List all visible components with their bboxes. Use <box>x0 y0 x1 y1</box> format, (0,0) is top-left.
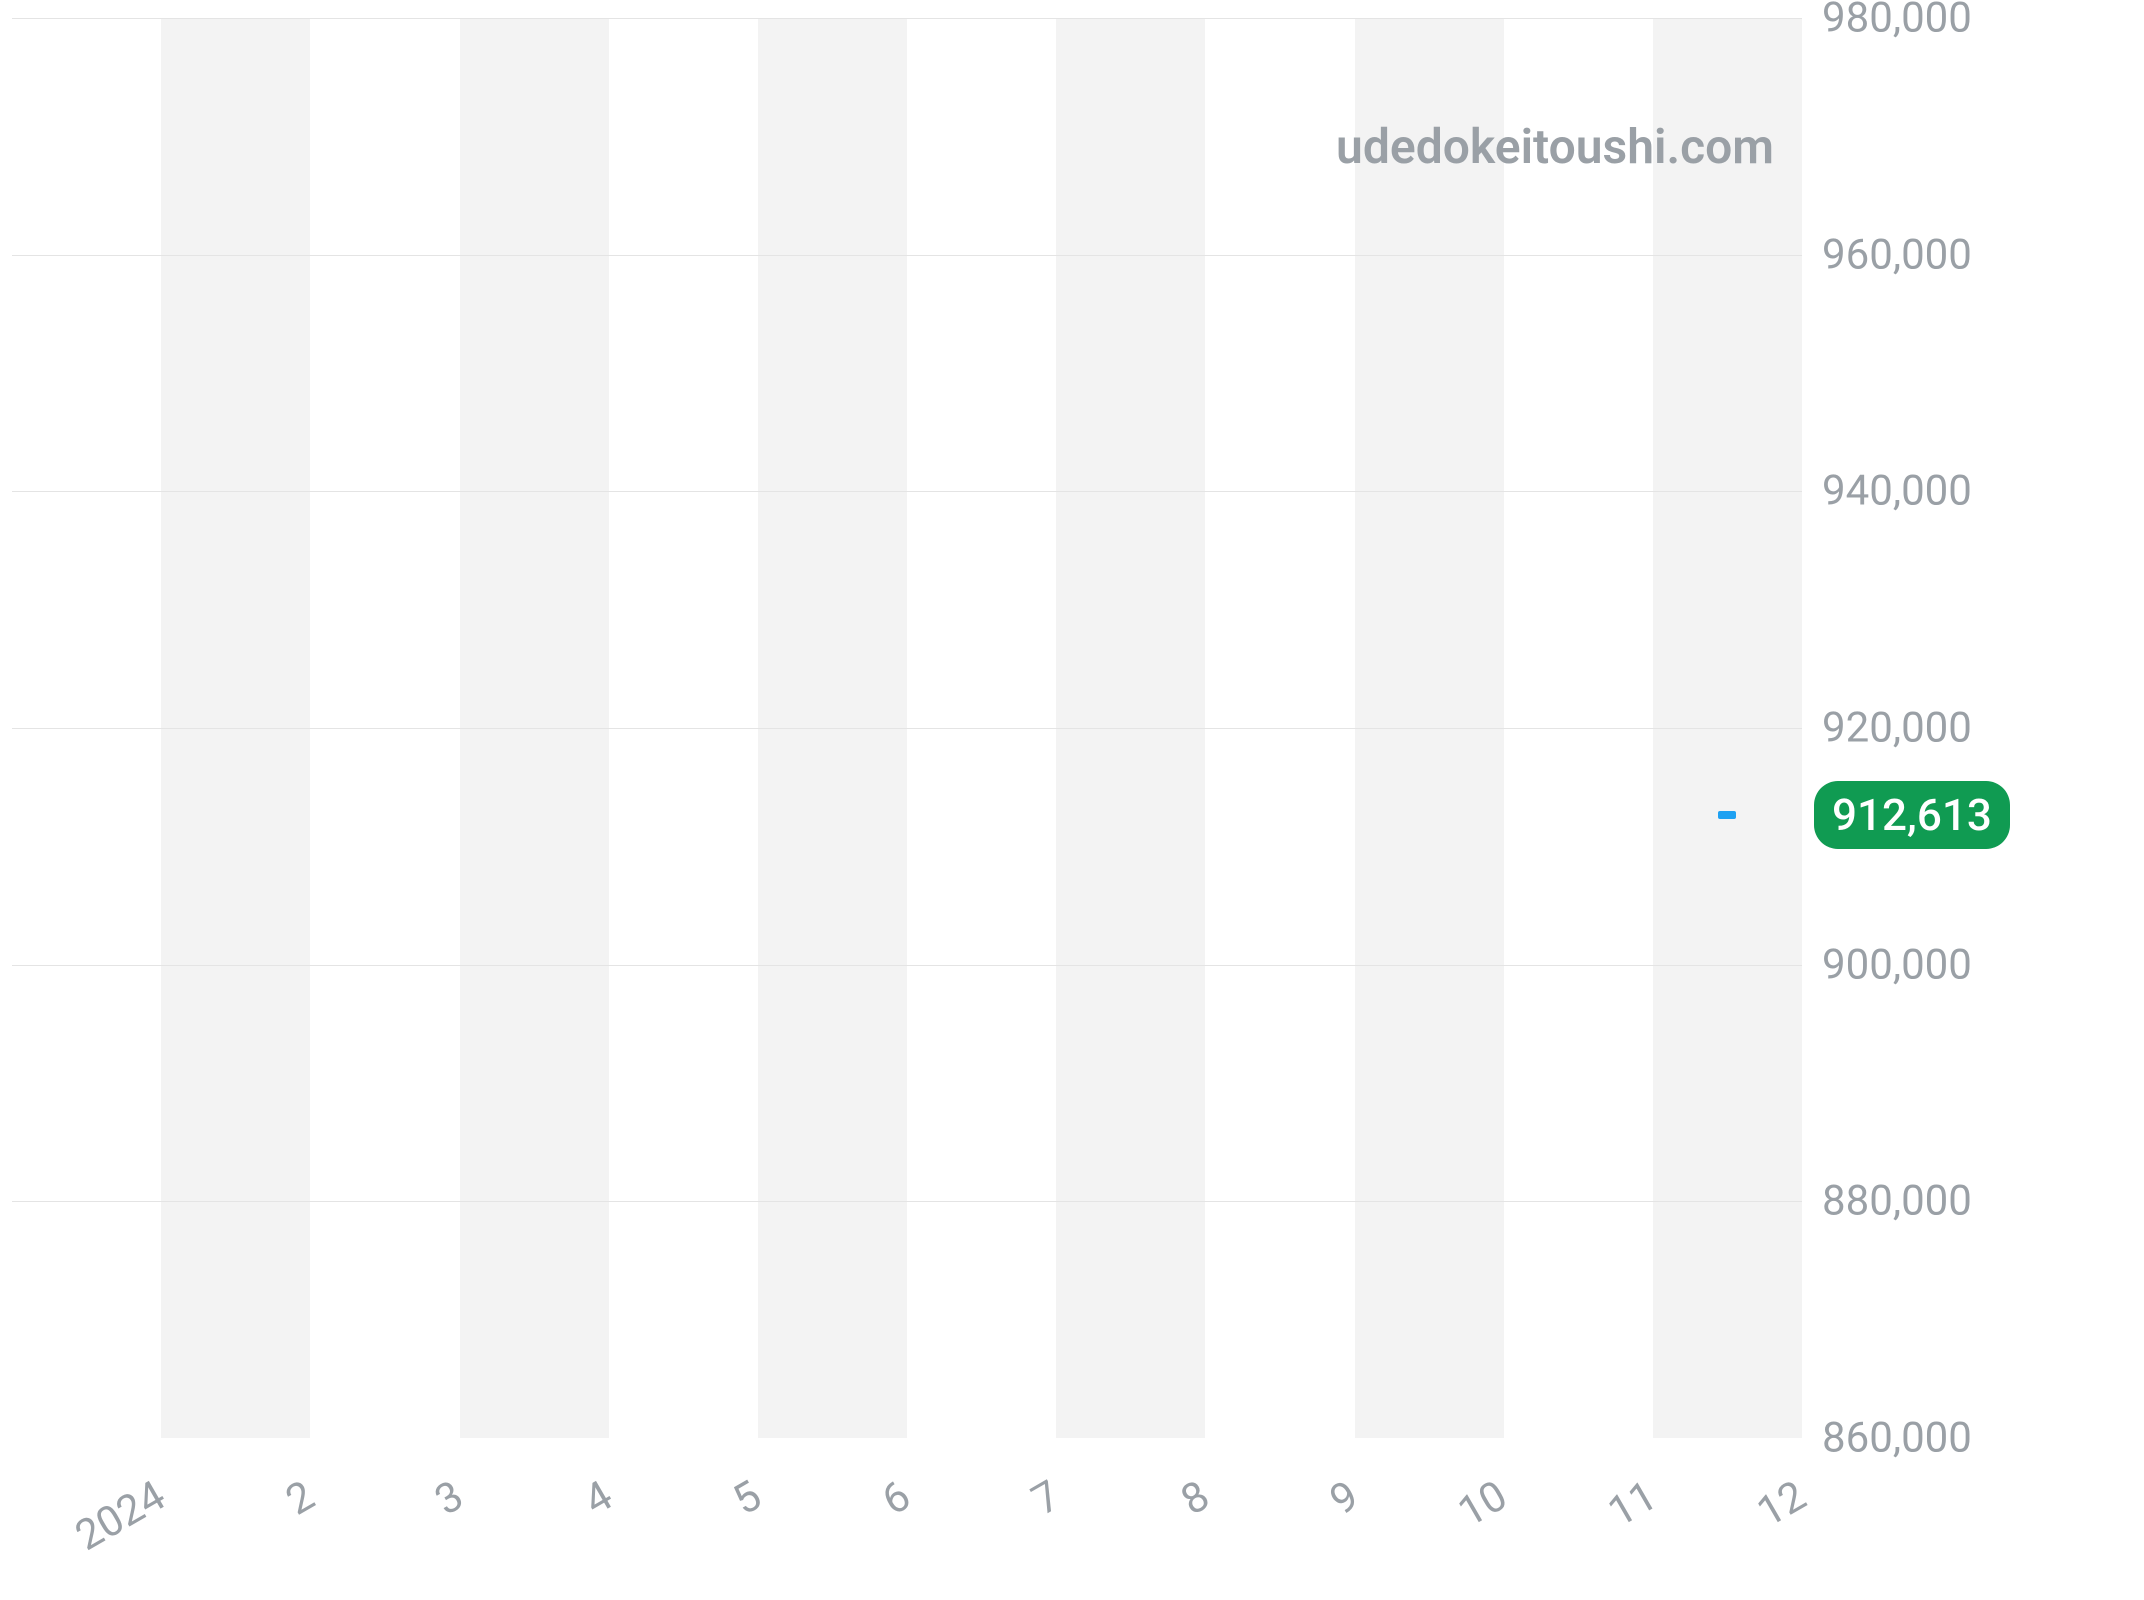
gridline <box>12 491 1802 492</box>
y-axis-tick-label: 960,000 <box>1822 230 1972 279</box>
current-value-badge: 912,613 <box>1814 781 2010 849</box>
x-axis-tick-label: 11 <box>1600 1471 1665 1537</box>
gridline <box>12 255 1802 256</box>
data-point-marker <box>1718 811 1736 819</box>
x-axis-tick-label: 12 <box>1749 1471 1814 1537</box>
gridline <box>12 18 1802 19</box>
x-axis-tick-label: 5 <box>725 1471 770 1525</box>
x-axis-tick-label: 6 <box>874 1471 919 1525</box>
y-axis-tick-label: 940,000 <box>1822 467 1972 516</box>
x-axis-tick-label: 3 <box>427 1471 472 1525</box>
x-axis-tick-label: 7 <box>1023 1471 1068 1525</box>
x-axis-tick-label: 10 <box>1451 1471 1516 1537</box>
gridline <box>12 965 1802 966</box>
x-axis-tick-label: 2024 <box>67 1471 173 1561</box>
x-axis-tick-label: 8 <box>1173 1471 1218 1525</box>
x-axis-tick-label: 4 <box>576 1471 621 1525</box>
y-axis-tick-label: 900,000 <box>1822 940 1972 989</box>
x-axis-tick-label: 9 <box>1322 1471 1367 1525</box>
watermark-text: udedokeitoushi.com <box>1336 118 1774 175</box>
y-axis-tick-label: 880,000 <box>1822 1177 1972 1226</box>
gridline <box>12 728 1802 729</box>
plot-area <box>12 18 1802 1438</box>
y-axis-tick-label: 860,000 <box>1822 1414 1972 1463</box>
y-axis-tick-label: 980,000 <box>1822 0 1972 43</box>
x-axis-tick-label: 2 <box>278 1471 323 1525</box>
y-axis-tick-label: 920,000 <box>1822 704 1972 753</box>
gridline <box>12 1201 1802 1202</box>
price-chart: udedokeitoushi.com 912,613 980,000 960,00… <box>0 0 2144 1600</box>
